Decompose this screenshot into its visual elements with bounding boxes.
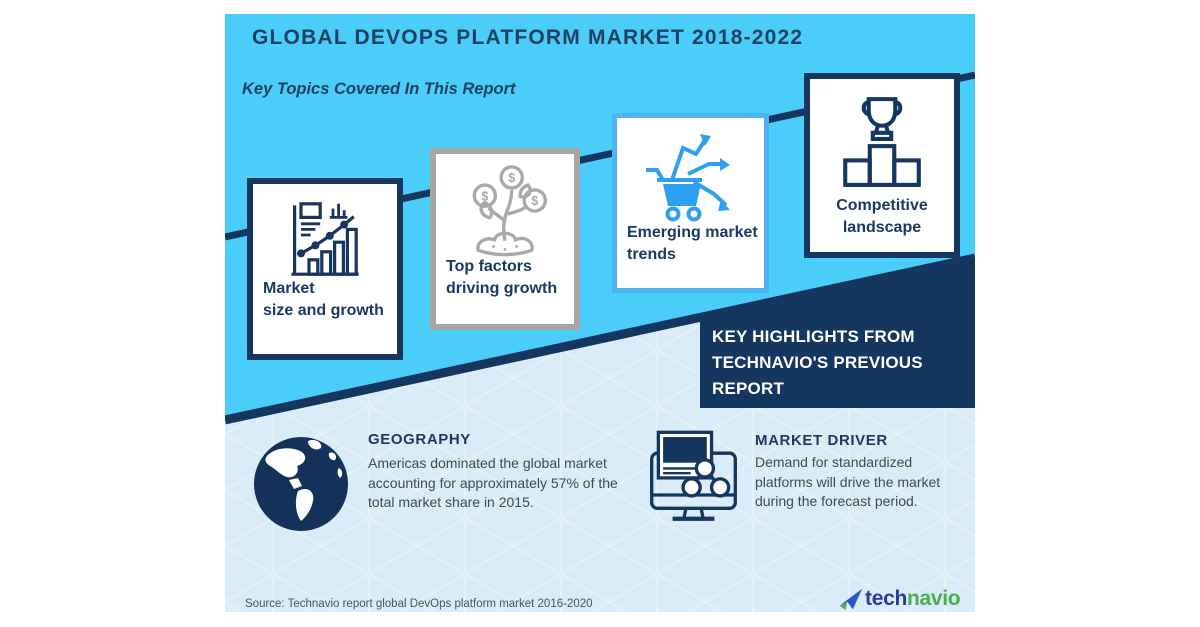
logo-text-navio: navio [906,587,961,610]
background-diagonal-graphics [225,14,975,612]
topic-box-competitive-landscape: Competitive landscape [804,73,960,258]
svg-text:$: $ [531,194,538,208]
logo-text-tech: tech [865,587,907,610]
money-plant-icon: $ $ $ [472,165,547,257]
page-subtitle: Key Topics Covered In This Report [242,80,516,98]
topic-box-top-factors: $ $ $ Top factors driving growth [430,148,580,330]
topic-box-emerging-trends: Emerging market trends [612,113,769,293]
bar-chart-growth-icon [291,202,359,276]
page-title: GLOBAL DEVOPS PLATFORM MARKET 2018-2022 [252,26,804,49]
topic-box-market-size: Market size and growth [247,178,403,360]
topic-label: Emerging market trends [627,224,758,263]
key-highlights-panel [700,258,975,408]
geography-heading: GEOGRAPHY [368,431,471,448]
topic-label: Competitive landscape [836,197,928,236]
cart-trend-arrows-icon [645,134,730,222]
svg-text:$: $ [508,171,515,185]
key-highlights-title: KEY HIGHLIGHTS FROM TECHNAVIO'S PREVIOUS… [712,327,923,398]
trophy-podium-icon [843,97,921,187]
svg-text:$: $ [481,189,488,203]
source-note: Source: Technavio report global DevOps p… [245,598,593,610]
topic-label: Market size and growth [263,280,384,319]
infographic-card: GLOBAL DEVOPS PLATFORM MARKET 2018-2022 … [225,14,975,612]
globe-icon [254,437,348,531]
market-driver-heading: MARKET DRIVER [755,432,888,449]
technavio-arrow-icon [839,588,863,611]
geography-text: Americas dominated the global market acc… [368,455,618,510]
market-driver-text: Demand for standardized platforms will d… [755,454,941,509]
monitor-network-icon [650,430,737,521]
technavio-logo: tech navio [837,585,961,612]
topic-label: Top factors driving growth [446,258,558,297]
